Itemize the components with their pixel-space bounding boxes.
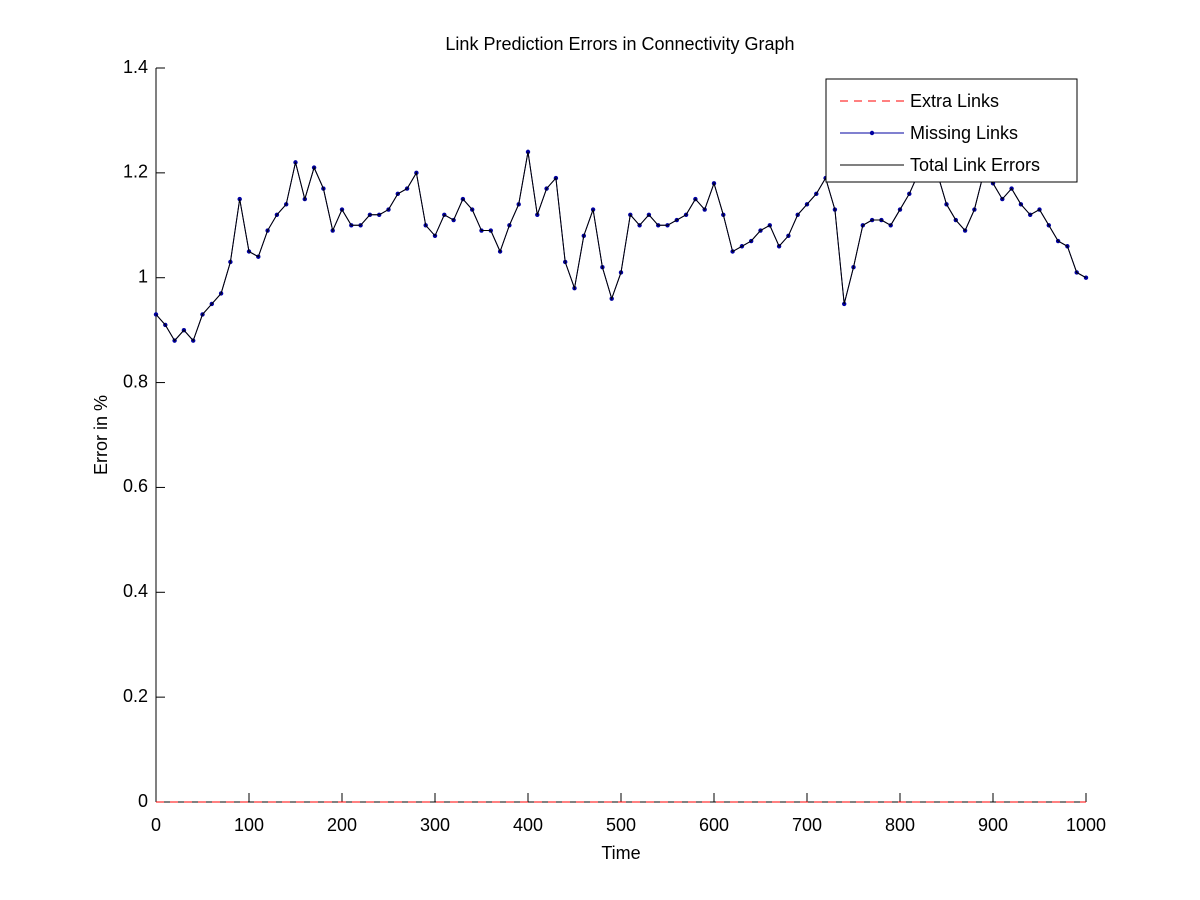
x-tick-label: 100	[234, 815, 264, 835]
y-tick-label: 0.6	[123, 476, 148, 496]
y-tick-label: 0.4	[123, 581, 148, 601]
y-tick-label: 1	[138, 266, 148, 286]
y-tick-label: 0.8	[123, 371, 148, 391]
x-axis-label: Time	[601, 843, 640, 863]
legend-label: Missing Links	[910, 123, 1018, 143]
chart-title: Link Prediction Errors in Connectivity G…	[445, 34, 794, 54]
legend-marker	[869, 130, 875, 136]
y-tick-label: 0	[138, 791, 148, 811]
y-axis-label: Error in %	[91, 395, 111, 475]
legend: Extra Links Missing Links Total Link Error…	[825, 78, 1078, 183]
series-marker	[1083, 275, 1089, 280]
y-tick-label: 0.2	[123, 686, 148, 706]
x-tick-label: 500	[606, 815, 636, 835]
y-tick-label: 1.4	[123, 57, 148, 77]
legend-label: Total Link Errors	[910, 155, 1040, 175]
x-tick-label: 200	[327, 815, 357, 835]
legend-label: Extra Links	[910, 91, 999, 111]
x-tick-label: 600	[699, 815, 729, 835]
y-tick-label: 1.2	[123, 162, 148, 182]
x-tick-label: 1000	[1066, 815, 1106, 835]
x-tick-label: 900	[978, 815, 1008, 835]
x-tick-label: 300	[420, 815, 450, 835]
x-tick-label: 0	[151, 815, 161, 835]
x-tick-label: 400	[513, 815, 543, 835]
x-tick-label: 700	[792, 815, 822, 835]
x-tick-label: 800	[885, 815, 915, 835]
